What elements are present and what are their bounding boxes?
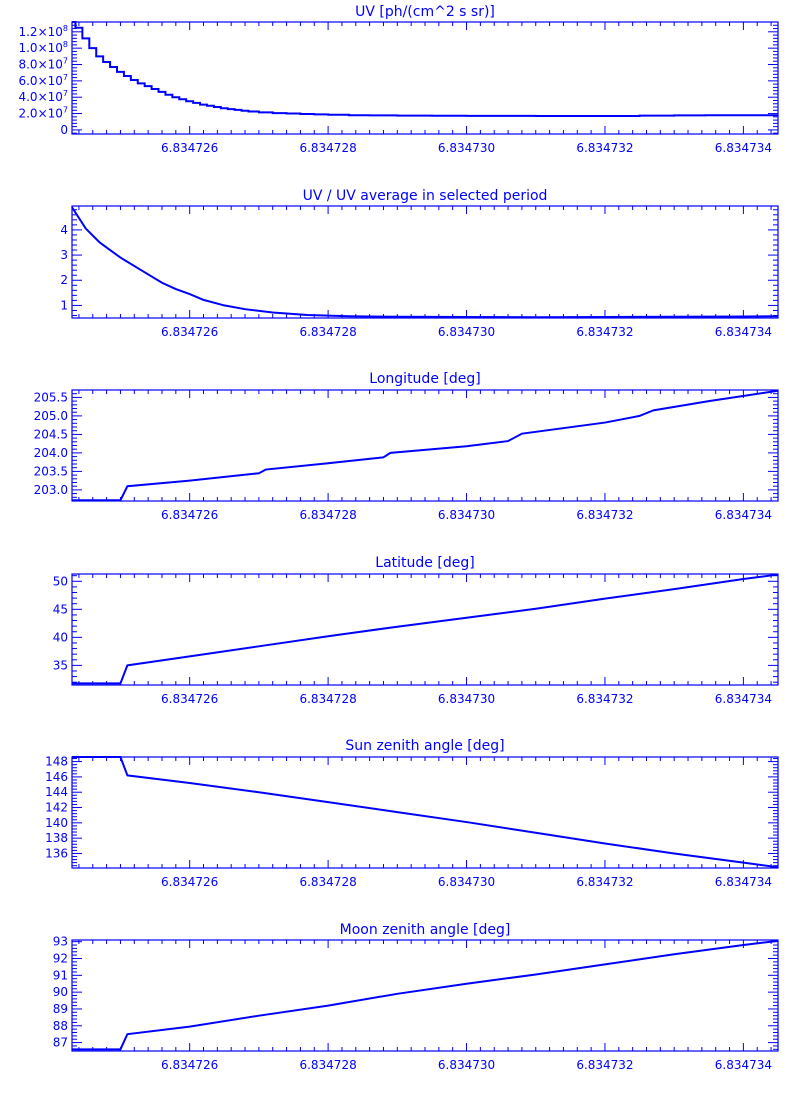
x-tick-label: 6.834728 xyxy=(299,1058,356,1072)
y-tick-label: 205.0 xyxy=(34,409,68,423)
x-tick-label: 6.834732 xyxy=(576,692,633,706)
x-tick-label: 6.834730 xyxy=(438,325,495,339)
panel-title: Sun zenith angle [deg] xyxy=(345,738,504,754)
panel-5: Sun zenith angle [deg] 6.834726 6.834728 6.… xyxy=(45,738,779,889)
x-tick-label: 6.834730 xyxy=(438,141,495,155)
y-tick-label: 89 xyxy=(53,1002,68,1016)
y-tick-label: 35 xyxy=(53,658,68,672)
y-tick-label: 204.0 xyxy=(34,446,68,460)
x-tick-label: 6.834734 xyxy=(715,692,772,706)
plot-frame xyxy=(71,573,779,686)
x-tick-label: 6.834732 xyxy=(576,1058,633,1072)
x-tick-label: 6.834728 xyxy=(299,692,356,706)
panel-2: UV / UV average in selected period 6.8347… xyxy=(60,188,779,339)
x-tick-label: 6.834726 xyxy=(161,508,218,522)
y-tick-label: 203.5 xyxy=(34,464,68,478)
y-tick-label: 90 xyxy=(53,985,68,999)
y-tick-label: 203.0 xyxy=(34,483,68,497)
series-line xyxy=(71,206,779,319)
panel-title: Latitude [deg] xyxy=(375,555,474,571)
y-tick-label: 205.5 xyxy=(34,390,68,404)
y-tick-label: 204.5 xyxy=(34,427,68,441)
series-line xyxy=(72,21,778,118)
y-tick-label: 140 xyxy=(45,816,68,830)
x-tick-label: 6.834734 xyxy=(715,325,772,339)
y-tick-label: 91 xyxy=(53,968,68,982)
x-tick-label: 6.834726 xyxy=(161,325,218,339)
x-tick-label: 6.834730 xyxy=(438,1058,495,1072)
x-tick-label: 6.834728 xyxy=(299,141,356,155)
series-line xyxy=(72,389,779,502)
plot-frame xyxy=(71,756,779,869)
x-tick-label: 6.834734 xyxy=(715,508,772,522)
x-tick-label: 6.834730 xyxy=(438,508,495,522)
x-tick-label: 6.834726 xyxy=(161,1058,218,1072)
y-tick-label: 146 xyxy=(45,770,68,784)
y-tick-label: 93 xyxy=(53,935,68,949)
x-tick-label: 6.834728 xyxy=(299,875,356,889)
panel-title: Longitude [deg] xyxy=(369,371,480,387)
plot-frame xyxy=(71,205,779,319)
y-tick-label: 0 xyxy=(60,123,68,137)
y-tick-label: 142 xyxy=(45,801,68,815)
y-tick-label: 148 xyxy=(45,755,68,769)
y-tick-label: 138 xyxy=(45,831,68,845)
y-tick-label: 1.2×108 xyxy=(18,24,68,39)
y-tick-label: 40 xyxy=(53,630,68,644)
series-line xyxy=(72,573,779,685)
x-tick-label: 6.834728 xyxy=(299,325,356,339)
y-tick-label: 144 xyxy=(45,785,68,799)
panel-4: Latitude [deg] 6.834726 6.834728 6.834730 6.… xyxy=(53,555,779,706)
y-tick-label: 45 xyxy=(53,602,68,616)
panel-title: UV [ph/(cm^2 s sr)] xyxy=(355,4,495,20)
x-tick-label: 6.834732 xyxy=(576,141,633,155)
y-tick-label: 92 xyxy=(53,952,68,966)
x-tick-label: 6.834732 xyxy=(576,875,633,889)
y-tick-label: 4.0×107 xyxy=(18,89,68,104)
plot-frame xyxy=(71,939,779,1052)
plot-frame xyxy=(71,21,779,135)
y-tick-label: 136 xyxy=(45,846,68,860)
panel-1: UV [ph/(cm^2 s sr)] 6.834726 6.834728 6.834… xyxy=(18,4,779,155)
x-tick-label: 6.834730 xyxy=(438,875,495,889)
y-tick-label: 88 xyxy=(53,1019,68,1033)
y-tick-label: 1 xyxy=(60,298,68,312)
x-tick-label: 6.834734 xyxy=(715,141,772,155)
y-tick-label: 8.0×107 xyxy=(18,57,68,72)
y-tick-label: 2 xyxy=(60,273,68,287)
x-tick-label: 6.834728 xyxy=(299,508,356,522)
y-tick-label: 50 xyxy=(53,574,68,588)
x-tick-label: 6.834734 xyxy=(715,1058,772,1072)
y-tick-label: 4 xyxy=(60,223,68,237)
series-line xyxy=(72,939,779,1051)
panel-3: Longitude [deg] 6.834726 6.834728 6.834730 6… xyxy=(34,371,779,522)
panel-6: Moon zenith angle [deg] 6.834726 6.834728 6… xyxy=(53,922,779,1072)
series-line xyxy=(72,756,779,869)
y-tick-label: 2.0×107 xyxy=(18,106,68,121)
x-tick-label: 6.834734 xyxy=(715,875,772,889)
x-tick-label: 6.834732 xyxy=(576,508,633,522)
panel-title: UV / UV average in selected period xyxy=(303,188,548,204)
x-tick-label: 6.834726 xyxy=(161,141,218,155)
y-tick-label: 1.0×108 xyxy=(18,40,68,55)
y-tick-label: 6.0×107 xyxy=(18,73,68,88)
x-tick-label: 6.834726 xyxy=(161,875,218,889)
x-tick-label: 6.834730 xyxy=(438,692,495,706)
panel-title: Moon zenith angle [deg] xyxy=(340,922,511,938)
x-tick-label: 6.834726 xyxy=(161,692,218,706)
y-tick-label: 3 xyxy=(60,248,68,262)
x-tick-label: 6.834732 xyxy=(576,325,633,339)
y-tick-label: 87 xyxy=(53,1036,68,1050)
